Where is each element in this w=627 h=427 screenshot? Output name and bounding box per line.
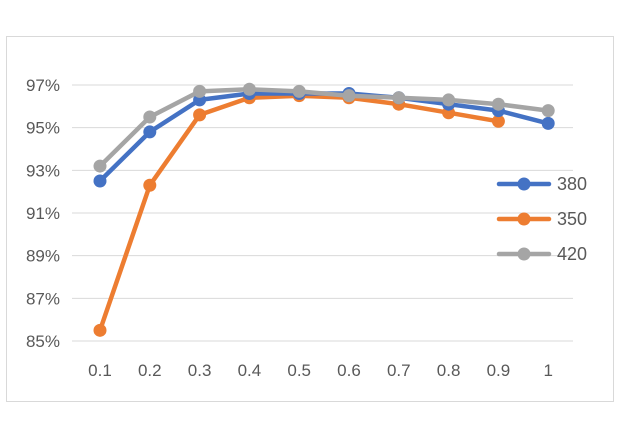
data-point bbox=[242, 82, 256, 96]
data-point bbox=[93, 159, 107, 173]
series-line-420 bbox=[97, 87, 551, 169]
data-point bbox=[541, 116, 555, 130]
series-420 bbox=[93, 82, 555, 173]
data-point bbox=[442, 93, 456, 107]
y-axis-tick-labels: 85% 87% 89% 91% 93% 95% 97% bbox=[26, 76, 60, 351]
x-tick-label: 0.6 bbox=[337, 361, 361, 380]
legend-item-420: 420 bbox=[496, 244, 587, 264]
data-point bbox=[93, 323, 107, 337]
x-tick-label: 0.5 bbox=[287, 361, 311, 380]
x-tick-label: 0.2 bbox=[138, 361, 162, 380]
legend-swatch-marker bbox=[517, 177, 531, 191]
legend-item-380: 380 bbox=[496, 174, 587, 194]
y-tick-label: 85% bbox=[26, 332, 60, 351]
data-point bbox=[342, 89, 356, 103]
x-tick-label: 0.8 bbox=[437, 361, 461, 380]
legend-item-350: 350 bbox=[496, 209, 587, 229]
data-point bbox=[292, 84, 306, 98]
series-lines bbox=[93, 82, 555, 337]
x-tick-label: 1 bbox=[543, 361, 552, 380]
x-axis-tick-labels: 0.1 0.2 0.3 0.4 0.5 0.6 0.7 0.8 0.9 1 bbox=[88, 361, 553, 380]
y-tick-label: 87% bbox=[26, 289, 60, 308]
legend-swatch-marker bbox=[517, 247, 531, 261]
data-point bbox=[143, 125, 157, 139]
gridlines bbox=[72, 84, 573, 342]
y-tick-label: 89% bbox=[26, 247, 60, 266]
legend-swatch-marker bbox=[517, 212, 531, 226]
legend-label: 350 bbox=[557, 209, 587, 229]
data-point bbox=[193, 108, 207, 122]
data-point bbox=[143, 178, 157, 192]
data-point bbox=[392, 91, 406, 105]
data-point bbox=[541, 104, 555, 118]
y-tick-label: 93% bbox=[26, 161, 60, 180]
y-tick-label: 97% bbox=[26, 76, 60, 95]
x-tick-label: 0.1 bbox=[88, 361, 112, 380]
data-point bbox=[491, 97, 505, 111]
legend-label: 420 bbox=[557, 244, 587, 264]
data-point bbox=[143, 110, 157, 124]
legend-label: 380 bbox=[557, 174, 587, 194]
data-point bbox=[93, 174, 107, 188]
data-point bbox=[193, 84, 207, 98]
y-tick-label: 91% bbox=[26, 204, 60, 223]
x-tick-label: 0.7 bbox=[387, 361, 411, 380]
x-tick-label: 0.3 bbox=[188, 361, 212, 380]
y-tick-label: 95% bbox=[26, 119, 60, 138]
data-point bbox=[491, 114, 505, 128]
legend: 380 350 420 bbox=[496, 174, 587, 264]
x-tick-label: 0.4 bbox=[238, 361, 262, 380]
x-tick-label: 0.9 bbox=[487, 361, 511, 380]
